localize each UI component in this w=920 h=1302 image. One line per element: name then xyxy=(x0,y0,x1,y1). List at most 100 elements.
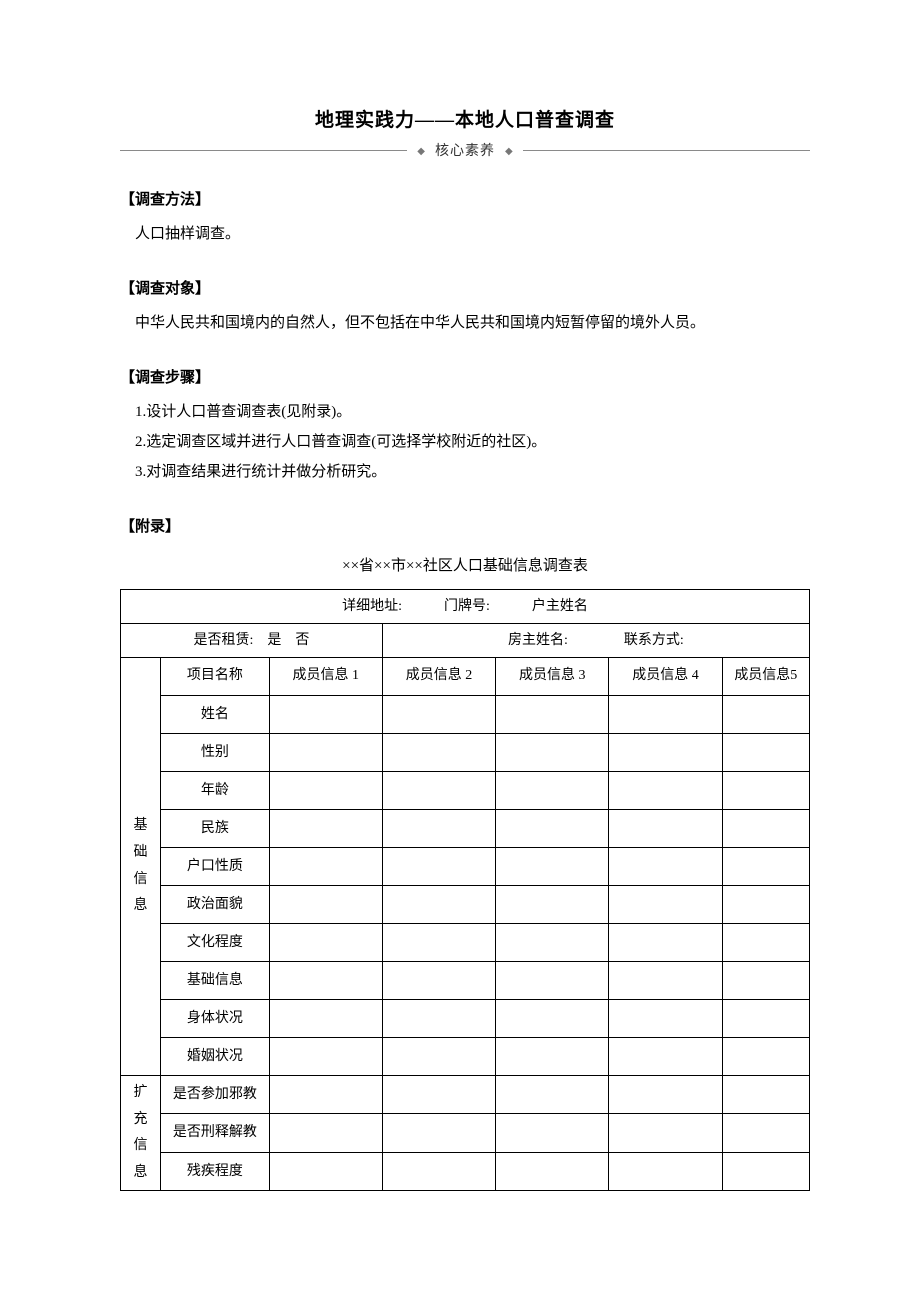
cell xyxy=(382,848,495,886)
cell xyxy=(382,772,495,810)
col-h2: 成员信息 2 xyxy=(382,658,495,696)
cell xyxy=(609,1000,722,1038)
owner-cell: 房主姓名: 联系方式: xyxy=(382,624,809,658)
cell xyxy=(382,1000,495,1038)
cell xyxy=(609,886,722,924)
cell xyxy=(496,962,609,1000)
cell xyxy=(269,1000,382,1038)
col-h0: 项目名称 xyxy=(161,658,270,696)
cell xyxy=(382,1076,495,1114)
cell xyxy=(382,1038,495,1076)
cell xyxy=(722,1000,809,1038)
cell xyxy=(609,924,722,962)
rent-cell: 是否租赁: 是 否 xyxy=(121,624,383,658)
cell xyxy=(722,886,809,924)
cell xyxy=(609,962,722,1000)
cell xyxy=(722,1114,809,1152)
survey-table: 详细地址: 门牌号: 户主姓名 是否租赁: 是 否 房主姓名: 联系方式: 基础… xyxy=(120,589,810,1191)
subtitle: 核心素养 xyxy=(435,140,495,160)
cell xyxy=(609,696,722,734)
g1-r6: 文化程度 xyxy=(161,924,270,962)
cell xyxy=(269,1152,382,1190)
cell xyxy=(269,772,382,810)
group2-label: 扩充信息 xyxy=(121,1076,161,1191)
cell xyxy=(496,772,609,810)
cell xyxy=(609,1076,722,1114)
cell xyxy=(382,810,495,848)
cell xyxy=(722,924,809,962)
g1-r1: 性别 xyxy=(161,734,270,772)
g1-r5: 政治面貌 xyxy=(161,886,270,924)
cell xyxy=(269,810,382,848)
g2-r1: 是否刑释解教 xyxy=(161,1114,270,1152)
method-head: 【调查方法】 xyxy=(120,188,810,209)
cell xyxy=(496,810,609,848)
cell xyxy=(609,772,722,810)
group1-label: 基础信息 xyxy=(121,658,161,1076)
cell xyxy=(382,886,495,924)
cell xyxy=(722,1038,809,1076)
cell xyxy=(609,734,722,772)
step-2: 2.选定调查区域并进行人口普查调查(可选择学校附近的社区)。 xyxy=(120,427,810,457)
method-text: 人口抽样调查。 xyxy=(120,219,810,249)
cell xyxy=(722,1152,809,1190)
g1-r4: 户口性质 xyxy=(161,848,270,886)
cell xyxy=(609,1114,722,1152)
cell xyxy=(496,924,609,962)
cell xyxy=(382,734,495,772)
cell xyxy=(496,848,609,886)
cell xyxy=(496,1076,609,1114)
divider-line xyxy=(523,150,810,151)
g2-r2: 残疾程度 xyxy=(161,1152,270,1190)
g2-r0: 是否参加邪教 xyxy=(161,1076,270,1114)
col-h5: 成员信息5 xyxy=(722,658,809,696)
col-h3: 成员信息 3 xyxy=(496,658,609,696)
g1-r2: 年龄 xyxy=(161,772,270,810)
col-h4: 成员信息 4 xyxy=(609,658,722,696)
cell xyxy=(269,848,382,886)
cell xyxy=(496,734,609,772)
cell xyxy=(722,848,809,886)
cell xyxy=(722,734,809,772)
cell xyxy=(722,1076,809,1114)
cell xyxy=(496,1038,609,1076)
step-1: 1.设计人口普查调查表(见附录)。 xyxy=(120,397,810,427)
subtitle-row: 核心素养 xyxy=(120,140,810,160)
cell xyxy=(609,1038,722,1076)
cell xyxy=(722,810,809,848)
col-h1: 成员信息 1 xyxy=(269,658,382,696)
cell xyxy=(269,1038,382,1076)
cell xyxy=(269,1114,382,1152)
address-row: 详细地址: 门牌号: 户主姓名 xyxy=(121,590,810,624)
cell xyxy=(269,1076,382,1114)
cell xyxy=(609,810,722,848)
cell xyxy=(269,734,382,772)
cell xyxy=(609,848,722,886)
cell xyxy=(496,696,609,734)
cell xyxy=(382,962,495,1000)
page-title: 地理实践力——本地人口普查调查 xyxy=(120,105,810,132)
g1-r0: 姓名 xyxy=(161,696,270,734)
cell xyxy=(496,886,609,924)
diamond-icon xyxy=(505,141,513,159)
survey-title: ××省××市××社区人口基础信息调查表 xyxy=(120,554,810,575)
diamond-icon xyxy=(417,141,425,159)
cell xyxy=(609,1152,722,1190)
cell xyxy=(382,924,495,962)
steps-head: 【调查步骤】 xyxy=(120,366,810,387)
cell xyxy=(722,772,809,810)
g1-r9: 婚姻状况 xyxy=(161,1038,270,1076)
cell xyxy=(722,962,809,1000)
cell xyxy=(496,1000,609,1038)
g1-r8: 身体状况 xyxy=(161,1000,270,1038)
cell xyxy=(722,696,809,734)
step-3: 3.对调查结果进行统计并做分析研究。 xyxy=(120,457,810,487)
divider-line xyxy=(120,150,407,151)
cell xyxy=(269,924,382,962)
cell xyxy=(496,1114,609,1152)
cell xyxy=(269,962,382,1000)
subject-head: 【调查对象】 xyxy=(120,277,810,298)
cell xyxy=(496,1152,609,1190)
cell xyxy=(382,1114,495,1152)
appendix-head: 【附录】 xyxy=(120,515,810,536)
